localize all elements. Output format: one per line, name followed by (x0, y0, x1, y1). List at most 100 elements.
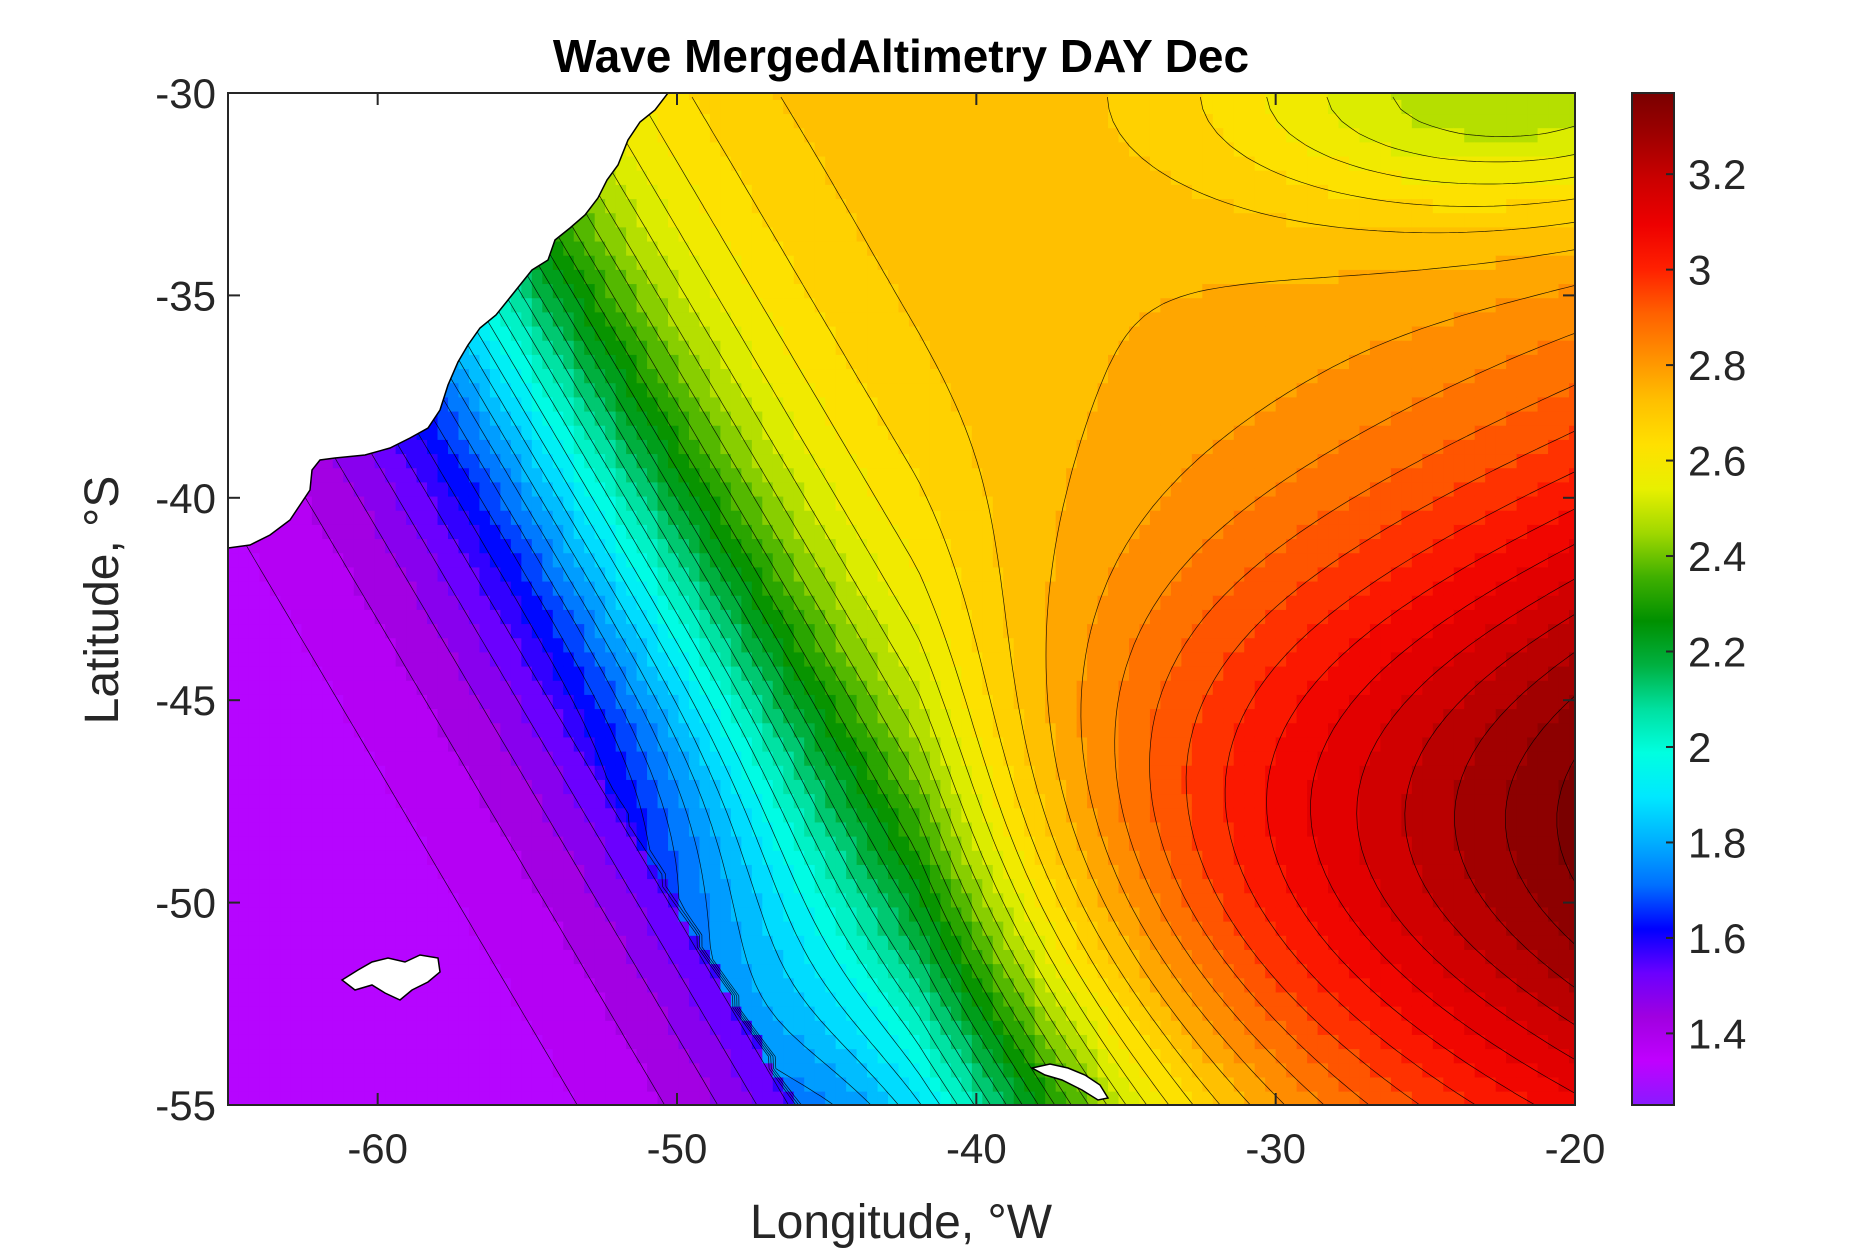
field-cell (814, 481, 826, 497)
field-cell (908, 226, 921, 242)
field-cell (521, 495, 533, 511)
field-cell (908, 481, 921, 497)
field-cell (804, 864, 816, 880)
field-cell (814, 1076, 826, 1092)
field-cell (615, 750, 627, 766)
field-cell (908, 325, 921, 341)
field-cell (867, 1062, 879, 1078)
field-cell (709, 141, 722, 157)
field-cell (668, 524, 680, 540)
field-cell (228, 864, 240, 880)
field-cell (636, 509, 648, 525)
field-cell (531, 892, 544, 908)
field-cell (678, 467, 690, 483)
field-cell (846, 509, 858, 525)
field-cell (783, 637, 795, 653)
field-cell (269, 609, 282, 625)
field-cell (563, 339, 575, 355)
field-cell (877, 212, 889, 228)
field-cell (531, 849, 544, 865)
field-cell (867, 949, 879, 965)
field-cell (678, 708, 690, 724)
field-cell (804, 354, 816, 370)
field-cell (594, 439, 606, 455)
field-cell (343, 934, 355, 950)
field-cell (437, 878, 449, 894)
field-cell (762, 198, 774, 214)
field-cell (301, 609, 313, 625)
field-cell (521, 878, 533, 894)
field-cell (353, 1005, 365, 1021)
field-cell (395, 892, 407, 908)
field-cell (563, 396, 575, 412)
field-cell (458, 410, 470, 426)
field-cell (741, 481, 753, 497)
field-cell (846, 665, 858, 681)
field-cell (542, 580, 554, 596)
field-cell (521, 339, 533, 355)
field-cell (888, 552, 900, 568)
field-cell (395, 878, 407, 894)
field-cell (353, 651, 365, 667)
field-cell (416, 764, 428, 780)
field-cell (720, 141, 732, 157)
field-cell (605, 198, 617, 214)
field-cell (919, 424, 931, 440)
field-cell (793, 1062, 806, 1078)
field-cell (416, 580, 428, 596)
field-cell (500, 594, 512, 610)
field-cell (311, 1048, 324, 1064)
field-cell (657, 254, 669, 270)
field-cell (762, 354, 774, 370)
field-cell (584, 892, 596, 908)
field-cell (594, 977, 606, 993)
field-cell (678, 127, 690, 143)
field-cell (290, 552, 303, 568)
field-cell (950, 821, 963, 837)
field-cell (699, 977, 711, 993)
field-cell (458, 566, 470, 582)
field-cell (531, 694, 544, 710)
field-cell (793, 906, 806, 922)
field-cell (521, 424, 533, 440)
field-cell (489, 651, 502, 667)
field-cell (594, 509, 606, 525)
field-cell (500, 849, 512, 865)
field-cell (709, 99, 722, 115)
field-cell (678, 637, 690, 653)
field-cell (657, 934, 669, 950)
field-cell (332, 864, 345, 880)
field-cell (741, 835, 753, 851)
field-cell (814, 665, 826, 681)
field-cell (793, 113, 806, 129)
field-cell (730, 354, 743, 370)
field-cell (385, 906, 397, 922)
field-cell (448, 963, 460, 979)
field-cell (751, 835, 764, 851)
field-cell (678, 99, 690, 115)
field-cell (783, 864, 795, 880)
field-cell (489, 694, 502, 710)
field-cell (668, 495, 680, 511)
field-cell (929, 495, 942, 511)
field-cell (804, 750, 816, 766)
field-cell (814, 524, 826, 540)
field-cell (804, 977, 816, 993)
field-cell (709, 679, 722, 695)
field-cell (647, 807, 659, 823)
field-cell (301, 736, 313, 752)
field-cell (584, 481, 596, 497)
field-cell (615, 538, 627, 554)
field-cell (814, 892, 826, 908)
field-cell (668, 793, 680, 809)
field-cell (479, 1076, 491, 1092)
field-cell (542, 297, 554, 313)
field-cell (709, 878, 722, 894)
field-cell (940, 155, 952, 171)
field-cell (385, 878, 397, 894)
field-cell (605, 495, 617, 511)
field-cell (929, 779, 942, 795)
field-cell (280, 1062, 292, 1078)
field-cell (730, 127, 743, 143)
field-cell (448, 439, 460, 455)
